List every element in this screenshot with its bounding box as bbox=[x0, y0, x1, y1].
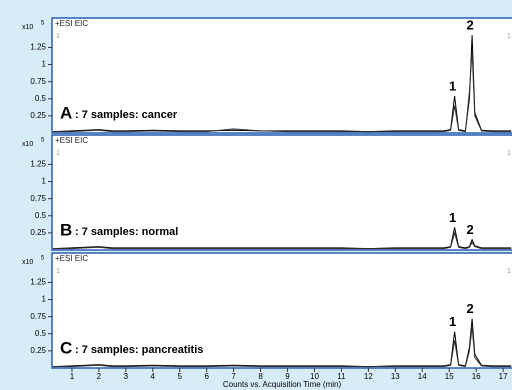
y-multiplier: x10 bbox=[22, 141, 33, 148]
x-tick-label: 12 bbox=[364, 372, 373, 381]
x-tick-label: 14 bbox=[418, 372, 427, 381]
peak-label: 1 bbox=[449, 210, 456, 225]
trace bbox=[53, 326, 512, 368]
x-tick-label: 5 bbox=[178, 372, 183, 381]
x-tick-label: 7 bbox=[231, 372, 236, 381]
x-tick-label: 2 bbox=[97, 372, 102, 381]
x-tick-label: 16 bbox=[472, 372, 481, 381]
x-tick-label: 8 bbox=[258, 372, 263, 381]
y-exponent: 5 bbox=[41, 256, 45, 262]
panel-subtitle: : 7 samples: pancreatitis bbox=[75, 344, 203, 356]
panel-label: B bbox=[60, 220, 72, 239]
y-tick-label: 0.25 bbox=[30, 346, 46, 355]
y-exponent: 5 bbox=[41, 138, 45, 144]
corner-label: 1 bbox=[507, 150, 511, 157]
x-tick-label: 3 bbox=[124, 372, 129, 381]
panel bbox=[51, 134, 512, 251]
x-tick-label: 17 bbox=[499, 372, 508, 381]
y-tick-label: 1.25 bbox=[30, 278, 46, 287]
x-tick-label: 1 bbox=[70, 372, 75, 381]
panel bbox=[51, 252, 512, 369]
trace bbox=[53, 231, 512, 250]
y-tick-label: 0.5 bbox=[35, 94, 47, 103]
panel-subtitle: : 7 samples: normal bbox=[75, 226, 178, 238]
y-tick-label: 0.5 bbox=[35, 211, 47, 220]
x-tick-label: 9 bbox=[285, 372, 290, 381]
corner-label: 1 bbox=[507, 268, 511, 275]
panel-subtitle: : 7 samples: cancer bbox=[75, 109, 178, 121]
y-multiplier: x10 bbox=[22, 24, 33, 31]
y-tick-label: 0.25 bbox=[30, 111, 46, 120]
peak-label: 2 bbox=[466, 222, 473, 237]
x-tick-label: 6 bbox=[204, 372, 209, 381]
ion-label: +ESI EIC bbox=[55, 136, 88, 145]
x-tick-label: 4 bbox=[151, 372, 156, 381]
peak-label: 2 bbox=[466, 301, 473, 316]
corner-label: 1 bbox=[56, 268, 60, 275]
peak-label: 1 bbox=[449, 78, 456, 93]
trace bbox=[53, 50, 512, 133]
y-tick-label: 1 bbox=[42, 295, 47, 304]
y-tick-label: 0.25 bbox=[30, 228, 46, 237]
y-tick-label: 1.25 bbox=[30, 160, 46, 169]
corner-label: 1 bbox=[507, 33, 511, 40]
x-tick-label: 10 bbox=[310, 372, 319, 381]
y-tick-label: 0.5 bbox=[35, 329, 47, 338]
y-tick-label: 0.75 bbox=[30, 194, 46, 203]
x-tick-label: 11 bbox=[337, 372, 346, 381]
y-multiplier: x10 bbox=[22, 259, 33, 266]
corner-label: 1 bbox=[56, 150, 60, 157]
panel-label: A bbox=[60, 103, 72, 122]
peak-label: 1 bbox=[449, 314, 456, 329]
panel bbox=[51, 17, 512, 134]
x-tick-label: 13 bbox=[391, 372, 400, 381]
ion-label: +ESI EIC bbox=[55, 19, 88, 28]
x-axis-label: Counts vs. Acquisition Time (min) bbox=[223, 380, 342, 389]
y-tick-label: 1 bbox=[42, 177, 47, 186]
y-exponent: 5 bbox=[41, 21, 45, 27]
peak-label: 2 bbox=[466, 18, 473, 33]
panel-label: C bbox=[60, 338, 72, 357]
x-tick-label: 15 bbox=[445, 372, 454, 381]
y-tick-label: 1 bbox=[42, 60, 47, 69]
corner-label: 1 bbox=[56, 33, 60, 40]
y-tick-label: 0.75 bbox=[30, 77, 46, 86]
y-tick-label: 1.25 bbox=[30, 43, 46, 52]
ion-label: +ESI EIC bbox=[55, 254, 88, 263]
y-tick-label: 0.75 bbox=[30, 312, 46, 321]
